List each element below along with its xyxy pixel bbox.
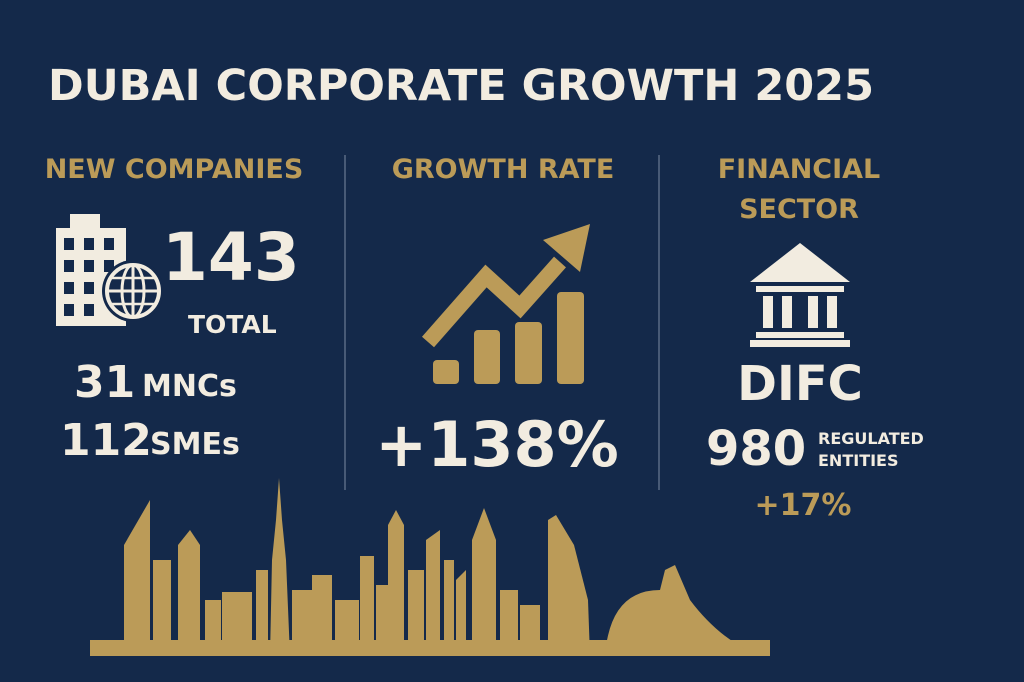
breakdown-label: MNCs xyxy=(142,369,237,404)
entities-label: REGULATED xyxy=(818,429,924,448)
heading: GROWTH RATE xyxy=(392,154,615,185)
heading: NEW COMPANIES xyxy=(45,154,304,185)
breakdown-value: 112 xyxy=(60,415,152,466)
entities-value: 980 xyxy=(706,421,806,477)
growth-value: +138% xyxy=(375,408,619,481)
change-value: +17% xyxy=(755,488,852,523)
skyline xyxy=(90,478,770,656)
entities-label: ENTITIES xyxy=(818,451,899,470)
growth-icon xyxy=(421,224,590,384)
bank-icon xyxy=(750,243,850,347)
breakdown-value: 31 xyxy=(74,357,135,408)
title: DUBAI CORPORATE GROWTH 2025 xyxy=(48,61,874,111)
heading: FINANCIAL xyxy=(718,154,881,185)
sector-name: DIFC xyxy=(737,356,863,412)
building-icon xyxy=(56,214,164,326)
heading: SECTOR xyxy=(739,194,859,225)
breakdown-label: SMEs xyxy=(150,427,240,462)
total-label: TOTAL xyxy=(188,310,277,339)
total-value: 143 xyxy=(162,219,300,296)
